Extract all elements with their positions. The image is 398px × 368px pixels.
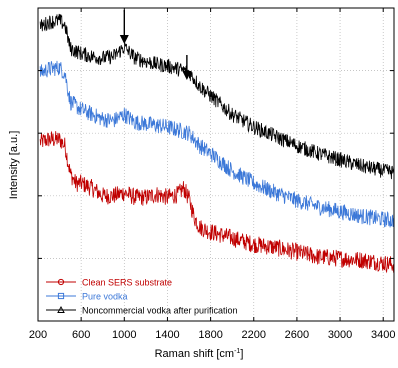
x-tick-label: 3000 xyxy=(328,329,352,341)
legend: Clean SERS substrate Pure vodka Noncommerc… xyxy=(46,278,238,316)
peak-arrows xyxy=(119,10,192,80)
x-tick-label: 3400 xyxy=(371,329,395,341)
series-layer xyxy=(39,13,395,274)
x-tick-labels: 200 600 1000 1400 1800 2200 2600 3000 3400 xyxy=(29,329,396,341)
x-tick-label: 1000 xyxy=(112,329,136,341)
legend-label: Clean SERS substrate xyxy=(82,278,172,288)
plot-frame xyxy=(37,7,395,322)
x-tick-label: 600 xyxy=(72,329,90,341)
x-tick-label: 2200 xyxy=(242,329,266,341)
legend-marker-triangle xyxy=(57,305,65,313)
tick-marks xyxy=(37,8,394,321)
series-line-pure-vodka xyxy=(39,60,395,229)
legend-label: Noncommercial vodka after purification xyxy=(82,306,238,316)
x-tick-label: 200 xyxy=(29,329,47,341)
x-tick-label: 1800 xyxy=(198,329,222,341)
arrow-head xyxy=(119,35,129,44)
series-line-noncommercial-vodka-after-purification xyxy=(39,13,395,180)
legend-marker-circle xyxy=(57,278,65,286)
legend-marker-square xyxy=(57,292,65,300)
x-tick-label: 2600 xyxy=(285,329,309,341)
x-tick-label: 1400 xyxy=(155,329,179,341)
legend-label: Pure vodka xyxy=(82,292,128,302)
x-axis-label: Raman shift [cm-1] xyxy=(155,348,244,360)
arrow-head xyxy=(182,71,192,80)
series-line-clean-sers-substrate xyxy=(39,130,395,274)
y-axis-label: Intensity [a.u.] xyxy=(8,131,20,199)
